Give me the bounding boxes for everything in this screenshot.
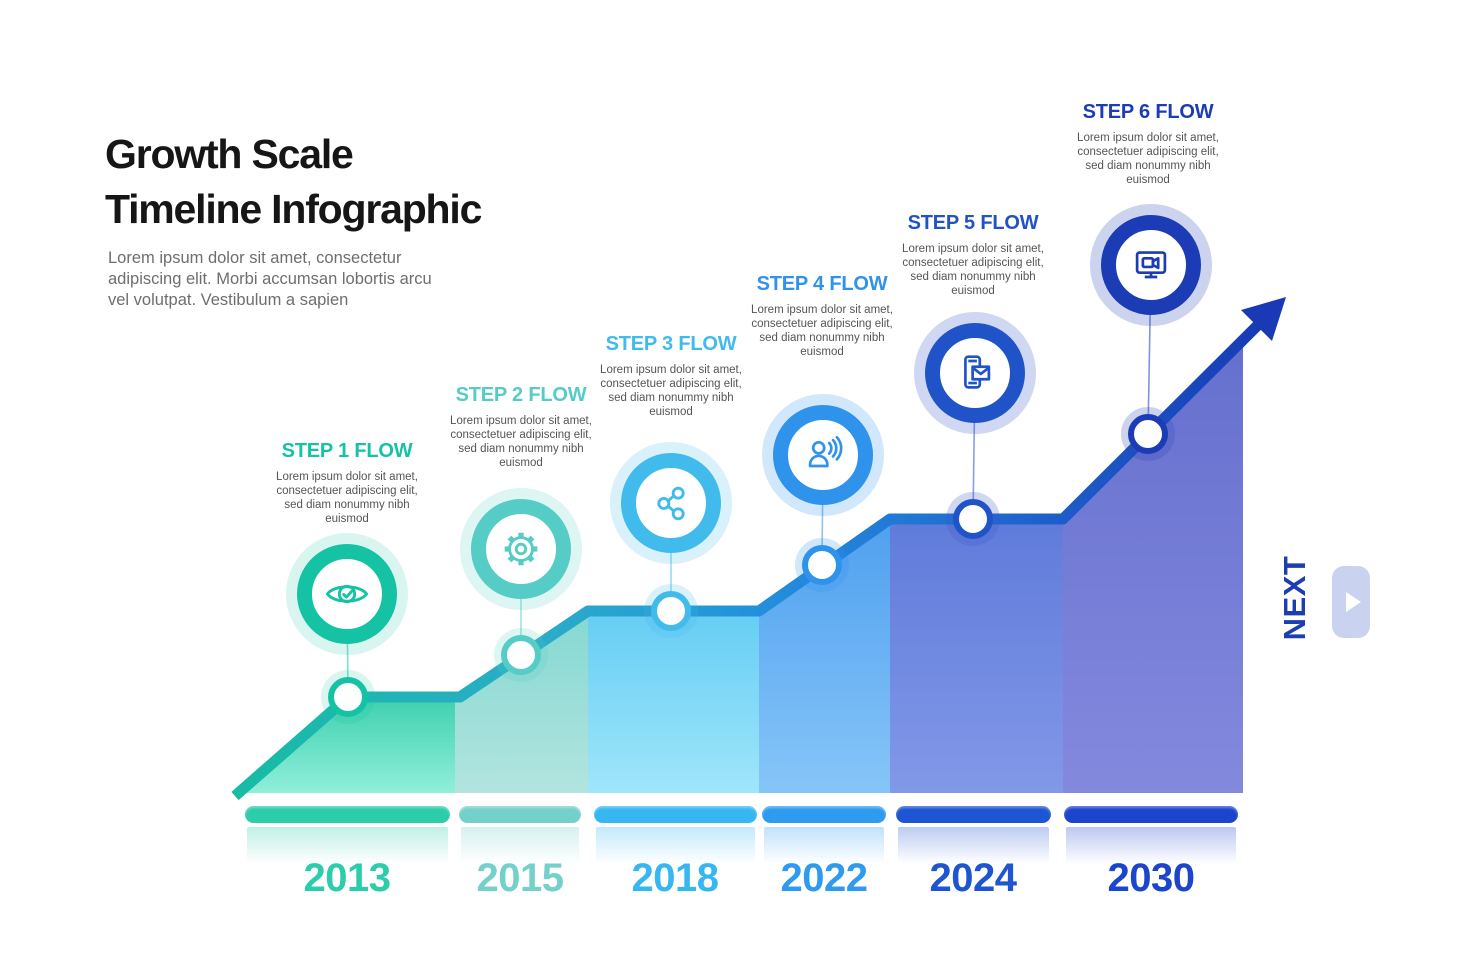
step-4-node bbox=[802, 545, 842, 585]
page-subtitle: Lorem ipsum dolor sit amet, consectetur … bbox=[108, 248, 432, 309]
share-nodes-icon bbox=[657, 486, 685, 521]
timeline-pill-2024 bbox=[896, 806, 1051, 864]
step-2-description: Lorem ipsum dolor sit amet, consectetuer… bbox=[450, 415, 592, 469]
step-1-node bbox=[328, 677, 368, 717]
step-3-description: Lorem ipsum dolor sit amet, consectetuer… bbox=[600, 364, 742, 418]
step-3-title: STEP 3 FLOW bbox=[605, 333, 737, 355]
next-button[interactable] bbox=[1332, 566, 1370, 638]
year-label-2018: 2018 bbox=[631, 856, 719, 900]
timeline-pill-2030 bbox=[1064, 806, 1238, 864]
page-title: Growth Scale Timeline Infographic bbox=[105, 127, 482, 237]
area-column-2015 bbox=[455, 611, 588, 793]
step-6-node bbox=[1128, 414, 1168, 454]
timeline-pill-2018 bbox=[594, 806, 757, 864]
next-label: NEXT bbox=[1277, 555, 1312, 641]
step-4-title: STEP 4 FLOW bbox=[756, 273, 888, 295]
step-5-node bbox=[953, 499, 993, 539]
eye-check-icon bbox=[325, 584, 369, 604]
area-column-2013 bbox=[235, 697, 455, 793]
timeline-pill-2013 bbox=[245, 806, 450, 864]
arrow-head bbox=[1241, 297, 1286, 341]
step-6-description: Lorem ipsum dolor sit amet, consectetuer… bbox=[1077, 132, 1219, 186]
page-title-line1: Growth Scale bbox=[105, 131, 354, 178]
year-label-2015: 2015 bbox=[476, 856, 564, 900]
step-4-description: Lorem ipsum dolor sit amet, consectetuer… bbox=[751, 304, 893, 358]
step-2-text: STEP 2 FLOW Lorem ipsum dolor sit amet, … bbox=[423, 384, 619, 470]
person-speaking-icon bbox=[808, 435, 843, 468]
area-column-2022 bbox=[759, 519, 890, 793]
step-3-node bbox=[651, 591, 691, 631]
step-1-description: Lorem ipsum dolor sit amet, consectetuer… bbox=[276, 471, 418, 525]
year-label-2013: 2013 bbox=[303, 856, 391, 900]
area-column-2030 bbox=[1063, 340, 1243, 793]
year-label-2022: 2022 bbox=[780, 856, 868, 900]
area-column-2024 bbox=[890, 519, 1063, 793]
step-4-text: STEP 4 FLOW Lorem ipsum dolor sit amet, … bbox=[724, 273, 920, 359]
step-2-circle bbox=[471, 499, 571, 599]
step-3-circle bbox=[621, 453, 721, 553]
step-5-circle bbox=[925, 323, 1025, 423]
step-1-title: STEP 1 FLOW bbox=[281, 440, 413, 462]
step-6-circle bbox=[1101, 215, 1201, 315]
play-icon bbox=[1345, 592, 1361, 612]
phone-mail-icon bbox=[964, 355, 991, 389]
year-label-2030: 2030 bbox=[1107, 856, 1195, 900]
step-5-description: Lorem ipsum dolor sit amet, consectetuer… bbox=[902, 243, 1044, 297]
step-1-text: STEP 1 FLOW Lorem ipsum dolor sit amet, … bbox=[249, 440, 445, 526]
step-1-circle bbox=[297, 544, 397, 644]
page-title-line2: Timeline Infographic bbox=[105, 186, 482, 233]
step-3-text: STEP 3 FLOW Lorem ipsum dolor sit amet, … bbox=[573, 333, 769, 419]
step-2-node bbox=[501, 635, 541, 675]
timeline-pill-2022 bbox=[762, 806, 886, 864]
step-5-title: STEP 5 FLOW bbox=[907, 212, 1039, 234]
step-6-text: STEP 6 FLOW Lorem ipsum dolor sit amet, … bbox=[1050, 101, 1246, 187]
step-5-text: STEP 5 FLOW Lorem ipsum dolor sit amet, … bbox=[875, 212, 1071, 298]
monitor-video-icon bbox=[1135, 251, 1167, 279]
step-2-title: STEP 2 FLOW bbox=[455, 384, 587, 406]
area-column-2018 bbox=[588, 611, 759, 793]
timeline-pill-2015 bbox=[459, 806, 581, 864]
year-label-2024: 2024 bbox=[929, 856, 1017, 900]
step-6-title: STEP 6 FLOW bbox=[1082, 101, 1214, 123]
step-4-circle bbox=[773, 405, 873, 505]
gear-icon bbox=[504, 532, 538, 566]
